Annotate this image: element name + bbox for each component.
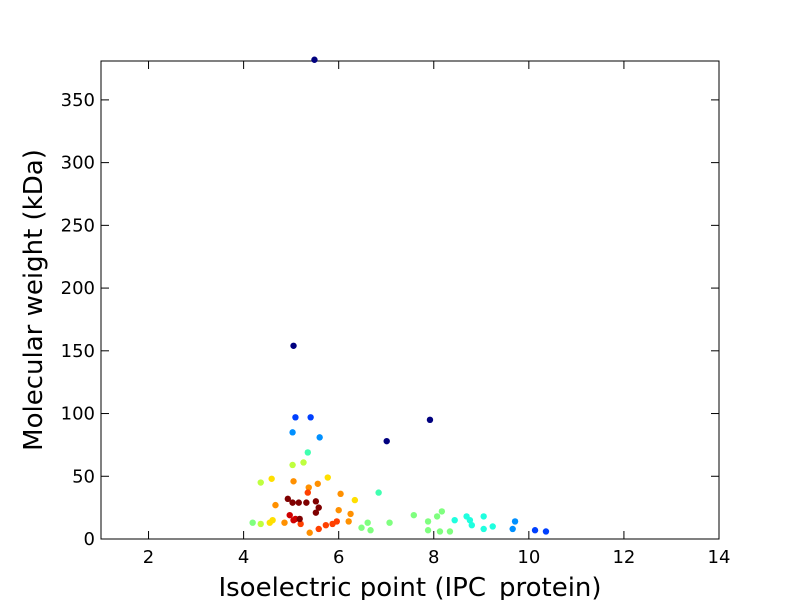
point <box>249 519 256 526</box>
point <box>307 414 314 421</box>
point <box>375 489 382 496</box>
point <box>451 516 458 524</box>
point <box>296 515 303 523</box>
point <box>383 437 390 445</box>
point <box>335 506 342 514</box>
point <box>367 527 374 534</box>
point <box>480 513 487 520</box>
point <box>306 529 313 536</box>
x-tick-label: 2 <box>143 547 154 568</box>
point <box>284 495 292 503</box>
point <box>531 527 539 534</box>
point <box>345 518 352 525</box>
point <box>446 528 454 535</box>
point <box>424 518 432 525</box>
point <box>305 484 312 491</box>
point <box>410 511 418 519</box>
point <box>269 516 276 524</box>
point <box>304 489 311 496</box>
point <box>290 342 297 349</box>
point <box>426 416 434 424</box>
point <box>286 511 293 519</box>
point <box>438 508 446 515</box>
point <box>257 520 264 528</box>
point <box>315 525 322 533</box>
point <box>303 499 310 506</box>
point <box>300 459 307 466</box>
y-tick-label: 200 <box>61 278 95 299</box>
x-tick-label: 14 <box>708 547 731 568</box>
x-tick-label: 8 <box>428 547 439 568</box>
point <box>489 523 496 530</box>
point <box>297 520 304 528</box>
point <box>468 521 475 529</box>
point <box>337 490 344 498</box>
point <box>480 525 487 533</box>
y-tick-label: 100 <box>61 404 95 425</box>
x-tick-label: 12 <box>612 547 635 568</box>
point <box>542 528 550 535</box>
point <box>289 429 296 436</box>
y-tick-label: 150 <box>61 341 95 362</box>
point <box>304 449 311 456</box>
point <box>290 516 297 524</box>
point <box>295 499 302 506</box>
point <box>312 498 320 505</box>
point <box>312 509 320 516</box>
y-axis-label: Molecular weight (kDa) <box>19 149 49 451</box>
point <box>268 475 275 482</box>
point <box>314 480 321 487</box>
y-tick-label: 0 <box>84 529 95 550</box>
point <box>322 521 330 529</box>
y-tick-label: 250 <box>61 215 95 236</box>
y-tick-label: 350 <box>61 90 95 111</box>
point <box>289 499 296 506</box>
point <box>315 504 322 511</box>
point <box>272 501 279 509</box>
point <box>424 527 432 534</box>
point <box>257 479 264 486</box>
point <box>511 518 519 525</box>
x-axis-label: Isoelectric point (IPC_protein) <box>218 573 601 600</box>
point <box>289 461 296 469</box>
point <box>436 528 444 535</box>
x-tick-label: 10 <box>517 547 540 568</box>
point <box>347 510 354 518</box>
x-tick-label: 4 <box>238 547 249 568</box>
point <box>290 478 297 485</box>
point <box>509 525 516 533</box>
x-tick-label: 6 <box>333 547 344 568</box>
point <box>324 474 331 481</box>
point <box>463 513 470 520</box>
plot-frame <box>100 60 720 540</box>
point <box>433 513 441 520</box>
point <box>316 434 323 441</box>
point <box>351 496 359 504</box>
point <box>281 519 288 526</box>
y-tick-label: 300 <box>61 153 95 174</box>
point <box>333 518 340 525</box>
point <box>358 524 365 531</box>
point <box>364 519 371 526</box>
point <box>311 56 318 63</box>
y-tick-label: 50 <box>72 466 95 487</box>
point <box>292 414 299 421</box>
point <box>386 519 393 526</box>
